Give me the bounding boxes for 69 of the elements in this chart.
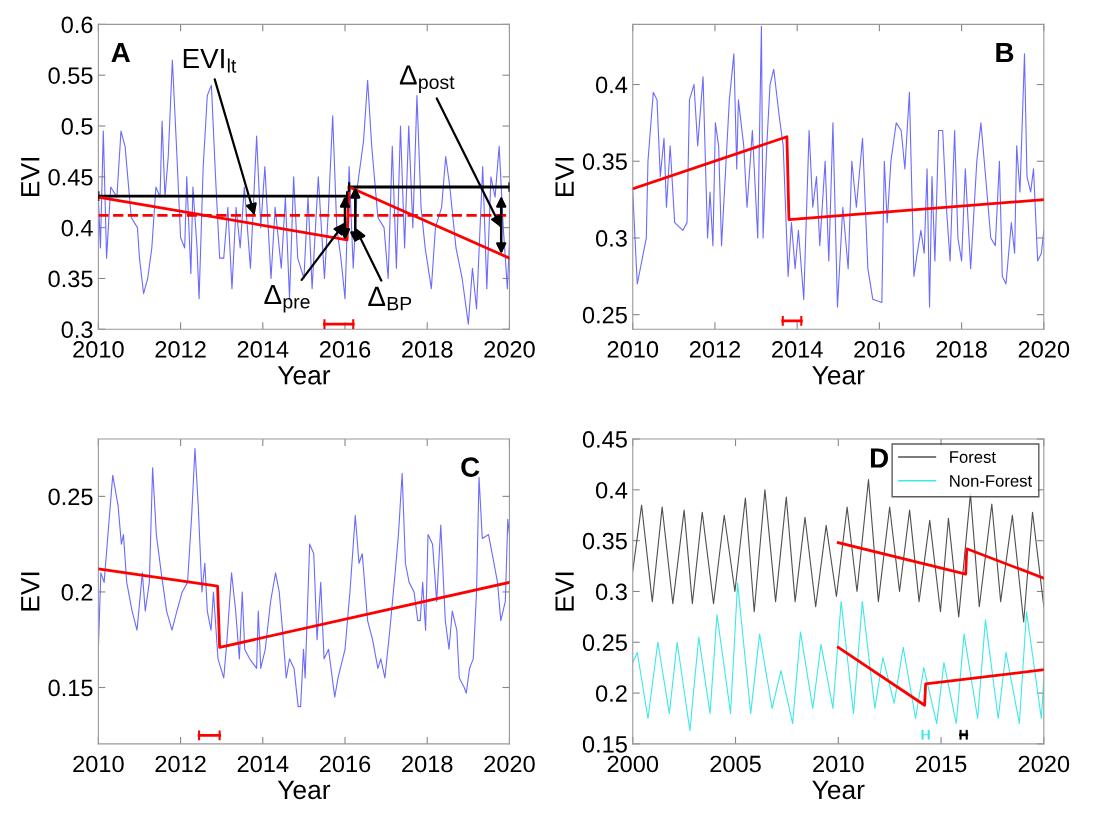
x-tick-label: 2018: [402, 341, 453, 358]
x-tick-label: 2012: [689, 341, 741, 358]
y-tick-label: 0.25: [48, 488, 93, 506]
y-tick-label: 0.3: [595, 583, 627, 601]
y-tick-label: 0.3: [595, 230, 627, 247]
annotation: B: [996, 42, 1014, 63]
annotation: A: [111, 42, 131, 63]
y-tick-label: 0.3: [61, 321, 93, 339]
x-tick-label: 2016: [854, 341, 905, 358]
legend-label: Non-Forest: [950, 475, 1033, 487]
y-tick-label: 0.35: [48, 270, 93, 288]
x-tick-label: 2012: [155, 341, 206, 358]
x-axis-title: Year: [277, 366, 331, 385]
x-tick-label: 2020: [484, 755, 535, 773]
y-tick-label: 0.4: [595, 76, 628, 94]
x-axis-title: Year: [812, 366, 865, 385]
x-axis-title: Year: [812, 780, 865, 800]
y-tick-label: 0.45: [48, 168, 93, 186]
x-tick-label: 2012: [155, 755, 206, 773]
line-series: [98, 567, 510, 649]
line-series: [836, 541, 1044, 580]
line-series: [632, 582, 1044, 732]
x-axis-title: Year: [277, 780, 331, 800]
y-tick-label: 0.25: [582, 634, 627, 652]
x-tick-label: 2016: [319, 341, 371, 358]
y-tick-label: 0.2: [61, 584, 93, 601]
x-tick-label: 2010: [73, 755, 124, 773]
x-tick-label: 2020: [1018, 341, 1070, 358]
y-tick-label: 0.5: [61, 118, 93, 135]
annotation: C: [461, 457, 480, 477]
y-tick-label: 0.35: [582, 153, 627, 171]
line-series: [632, 135, 1044, 221]
x-tick-label: 2015: [915, 755, 967, 773]
x-tick-label: 2010: [73, 341, 124, 358]
y-axis-title: EVI: [555, 157, 574, 196]
x-tick-label: 2010: [607, 341, 659, 358]
y-axis-title: EVI: [21, 157, 40, 196]
annotation: EVI$_{lt}$: [183, 48, 237, 73]
x-tick-label: 2010: [813, 755, 864, 773]
y-tick-label: 0.55: [48, 67, 93, 84]
y-tick-label: 0.25: [582, 306, 627, 324]
x-tick-label: 2014: [237, 755, 289, 773]
x-tick-label: 2020: [484, 341, 535, 358]
y-tick-label: 0.2: [595, 685, 627, 702]
y-axis-title: EVI: [21, 572, 40, 611]
y-tick-label: 0.4: [61, 219, 93, 237]
y-tick-label: 0.15: [48, 679, 93, 697]
annotation: Δ$_{post}$: [399, 65, 455, 93]
x-tick-label: 2005: [710, 755, 761, 773]
x-tick-label: 2018: [936, 341, 987, 358]
legend-label: Forest: [950, 451, 996, 463]
y-tick-label: 0.4: [595, 481, 628, 499]
y-tick-label: 0.15: [582, 735, 627, 753]
y-tick-label: 0.6: [61, 16, 93, 34]
y-axis-title: EVI: [555, 572, 574, 611]
x-tick-label: 2018: [402, 755, 453, 773]
annotation: Δ$_{BP}$: [368, 286, 412, 311]
line-series: [98, 185, 510, 260]
y-tick-label: 0.35: [582, 532, 627, 550]
y-tick-label: 0.45: [582, 431, 627, 448]
x-tick-label: 2014: [237, 341, 289, 358]
annotation: D: [870, 448, 889, 468]
x-tick-label: 2020: [1018, 755, 1070, 773]
x-tick-label: 2000: [607, 755, 659, 773]
line-series: [98, 448, 510, 708]
x-tick-label: 2014: [772, 341, 823, 358]
x-tick-label: 2016: [319, 755, 371, 773]
annotation: Δ$_{pre}$: [264, 284, 310, 313]
line-series: [836, 645, 1044, 707]
